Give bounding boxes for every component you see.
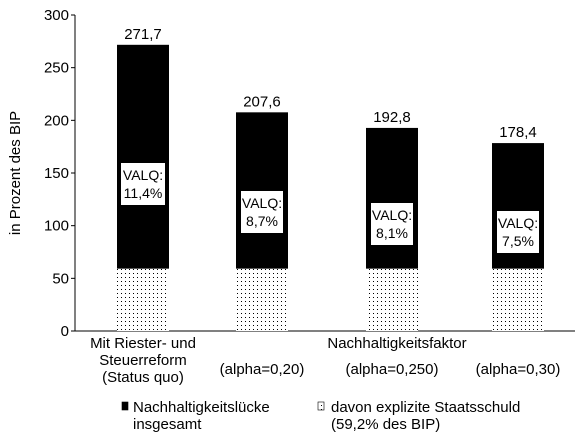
legend-label: Nachhaltigkeitslücke insgesamt	[133, 399, 270, 433]
y-tick-label: 250	[44, 60, 69, 77]
value-label: 178,4	[499, 124, 537, 141]
value-label: 192,8	[373, 109, 411, 126]
legend-label: davon explizite Staatsschuld (59,2% des B…	[331, 399, 520, 433]
bar	[117, 268, 169, 331]
legend-swatch	[317, 401, 325, 411]
y-axis-label: in Prozent des BIP	[7, 111, 24, 235]
group-label: Nachhaltigkeitsfaktor	[327, 335, 466, 352]
annotation-box	[121, 163, 165, 205]
y-tick-label: 50	[52, 270, 69, 287]
y-tick-label: 150	[44, 165, 69, 182]
value-label: 207,6	[243, 93, 281, 110]
annotation-box	[241, 191, 283, 233]
y-tick-label: 100	[44, 218, 69, 235]
bar	[492, 268, 544, 331]
bar	[236, 268, 288, 331]
x-tick-label: (alpha=0,20)	[220, 361, 305, 378]
x-tick-label: Mit Riester- und Steuerreform (Status quo)	[90, 335, 196, 386]
y-tick-label: 0	[61, 323, 69, 340]
annotation: VALQ: 11,4%	[123, 167, 163, 201]
annotation-box	[497, 211, 539, 253]
value-label: 271,7	[124, 26, 162, 43]
annotation: VALQ: 8,7%	[242, 195, 282, 229]
y-tick-label: 200	[44, 112, 69, 129]
legend-swatch	[121, 401, 129, 411]
y-tick-label: 300	[44, 7, 69, 24]
x-tick-label: (alpha=0,250)	[346, 361, 439, 378]
x-tick-label: (alpha=0,30)	[476, 361, 561, 378]
annotation: VALQ: 7,5%	[498, 215, 538, 249]
annotation: VALQ: 8,1%	[372, 207, 412, 241]
annotation-box	[371, 203, 413, 245]
bar	[366, 268, 418, 331]
